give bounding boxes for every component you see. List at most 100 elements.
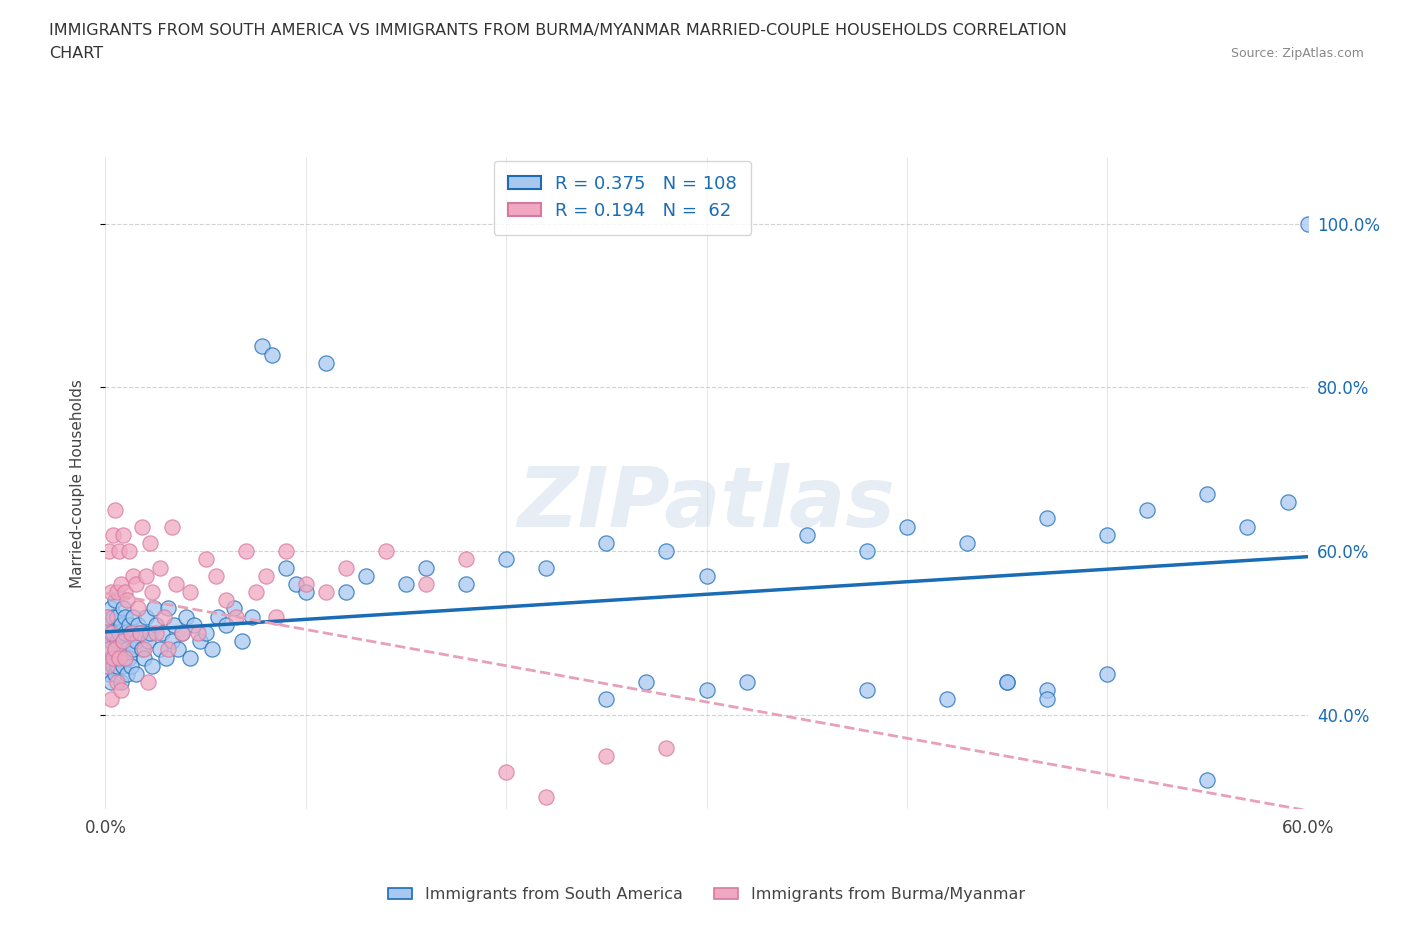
Point bbox=[595, 536, 617, 551]
Point bbox=[201, 642, 224, 657]
Point bbox=[179, 585, 201, 600]
Point bbox=[1197, 773, 1219, 788]
Point bbox=[655, 544, 678, 559]
Point bbox=[96, 609, 118, 624]
Point bbox=[112, 633, 135, 648]
Point bbox=[214, 592, 236, 607]
Point bbox=[194, 551, 217, 566]
Point bbox=[121, 626, 143, 641]
Point bbox=[98, 667, 121, 682]
Point bbox=[118, 544, 141, 559]
Point bbox=[100, 691, 122, 706]
Point bbox=[142, 601, 165, 616]
Point bbox=[138, 536, 160, 551]
Point bbox=[100, 675, 122, 690]
Point bbox=[135, 568, 157, 583]
Point bbox=[855, 683, 877, 698]
Point bbox=[1197, 486, 1219, 501]
Point bbox=[796, 527, 818, 542]
Point bbox=[112, 527, 135, 542]
Point bbox=[110, 577, 132, 591]
Point bbox=[122, 609, 145, 624]
Point bbox=[183, 618, 205, 632]
Point bbox=[174, 609, 197, 624]
Point bbox=[121, 626, 143, 641]
Point bbox=[315, 355, 337, 370]
Point bbox=[103, 609, 125, 624]
Point bbox=[395, 577, 418, 591]
Point bbox=[117, 592, 139, 607]
Point bbox=[374, 544, 398, 559]
Point bbox=[1097, 527, 1119, 542]
Point bbox=[128, 626, 150, 641]
Point bbox=[136, 675, 159, 690]
Point bbox=[225, 609, 247, 624]
Point bbox=[107, 609, 129, 624]
Point bbox=[534, 790, 557, 804]
Point bbox=[112, 658, 135, 673]
Point bbox=[103, 650, 125, 665]
Point bbox=[295, 577, 318, 591]
Point bbox=[1136, 503, 1159, 518]
Point bbox=[166, 642, 188, 657]
Point bbox=[104, 667, 127, 682]
Point bbox=[696, 568, 718, 583]
Point bbox=[114, 650, 136, 665]
Point bbox=[108, 650, 131, 665]
Point bbox=[160, 519, 183, 534]
Point bbox=[1036, 691, 1059, 706]
Point bbox=[295, 585, 318, 600]
Point bbox=[107, 633, 129, 648]
Point bbox=[117, 667, 139, 682]
Text: CHART: CHART bbox=[49, 46, 103, 61]
Point bbox=[145, 618, 167, 632]
Point bbox=[108, 626, 131, 641]
Point bbox=[107, 675, 129, 690]
Point bbox=[112, 633, 135, 648]
Point bbox=[655, 740, 678, 755]
Point bbox=[415, 560, 437, 575]
Point bbox=[495, 551, 517, 566]
Point bbox=[1097, 667, 1119, 682]
Point bbox=[131, 519, 153, 534]
Point bbox=[896, 519, 918, 534]
Point bbox=[118, 618, 141, 632]
Point bbox=[240, 609, 263, 624]
Point bbox=[114, 626, 136, 641]
Point bbox=[595, 691, 617, 706]
Point bbox=[187, 626, 209, 641]
Legend: Immigrants from South America, Immigrants from Burma/Myanmar: Immigrants from South America, Immigrant… bbox=[381, 881, 1032, 909]
Point bbox=[194, 626, 217, 641]
Point bbox=[284, 577, 307, 591]
Point bbox=[110, 618, 132, 632]
Point bbox=[98, 642, 121, 657]
Point bbox=[98, 618, 121, 632]
Point bbox=[1036, 683, 1059, 698]
Point bbox=[214, 618, 236, 632]
Point bbox=[117, 642, 139, 657]
Point bbox=[1236, 519, 1258, 534]
Point bbox=[136, 633, 159, 648]
Point bbox=[96, 609, 118, 624]
Point bbox=[100, 601, 122, 616]
Point bbox=[454, 577, 477, 591]
Point bbox=[110, 642, 132, 657]
Point bbox=[595, 749, 617, 764]
Point bbox=[135, 609, 157, 624]
Point bbox=[110, 675, 132, 690]
Point bbox=[112, 601, 135, 616]
Point bbox=[235, 544, 257, 559]
Point bbox=[100, 585, 122, 600]
Point bbox=[148, 642, 170, 657]
Point bbox=[454, 551, 477, 566]
Point bbox=[122, 568, 145, 583]
Point bbox=[250, 339, 273, 354]
Point bbox=[104, 503, 127, 518]
Point bbox=[170, 626, 193, 641]
Point bbox=[222, 601, 245, 616]
Point bbox=[696, 683, 718, 698]
Point bbox=[103, 626, 125, 641]
Point bbox=[127, 601, 149, 616]
Y-axis label: Married-couple Households: Married-couple Households bbox=[70, 379, 84, 588]
Point bbox=[1277, 495, 1299, 510]
